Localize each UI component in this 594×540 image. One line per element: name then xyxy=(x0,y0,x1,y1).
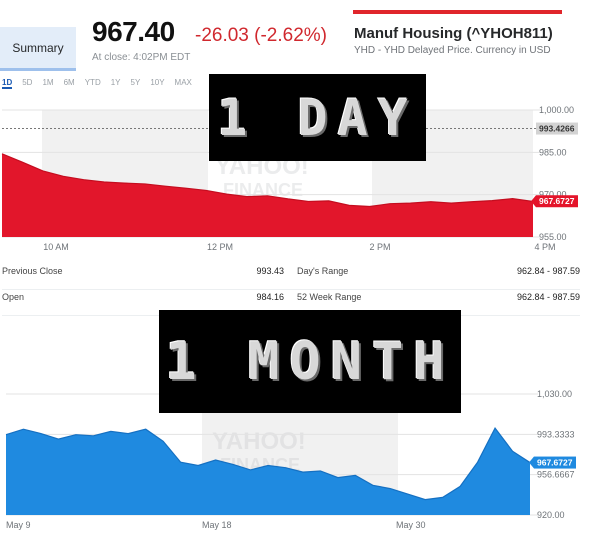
previous-close-value: 993.43 xyxy=(256,266,284,276)
range-tab-1m[interactable]: 1M xyxy=(42,78,54,87)
range-tabs: 1D 5D 1M 6M YTD 1Y 5Y 10Y MAX xyxy=(2,78,192,89)
x-tick-label: May 30 xyxy=(396,520,426,530)
range-tab-max[interactable]: MAX xyxy=(174,78,192,87)
y-tick-label: 970.00 xyxy=(539,190,567,200)
price-change: -26.03 (-2.62%) xyxy=(195,25,328,46)
month-chart: YAHOO!FINANCE1,030.00993.3333956.6667920… xyxy=(5,389,576,530)
ticker-subtitle: YHD - YHD Delayed Price. Currency in USD xyxy=(354,45,551,56)
previous-close-tag xyxy=(536,122,578,135)
range-tab-10y[interactable]: 10Y xyxy=(150,78,165,87)
previous-close-label: Previous Close xyxy=(2,266,63,276)
last-price-tag xyxy=(536,195,578,208)
close-time: At close: 4:02PM EDT xyxy=(92,52,191,63)
series-area xyxy=(6,428,530,515)
series-area xyxy=(2,153,533,237)
month-banner: 1 MONTH xyxy=(159,310,461,413)
last-price-tag-label: 967.6727 xyxy=(537,458,573,468)
x-tick-label: 12 PM xyxy=(207,242,233,252)
days-range-label: Day's Range xyxy=(297,266,349,276)
y-tick-label: 956.6667 xyxy=(537,470,575,480)
y-tick-label: 985.00 xyxy=(539,147,567,157)
x-tick-label: May 18 xyxy=(202,520,232,530)
range-tab-5d[interactable]: 5D xyxy=(22,78,33,87)
series-line xyxy=(5,426,531,501)
y-tick-label: 993.3333 xyxy=(537,429,575,439)
accent-bar xyxy=(353,10,562,14)
y-tick-label: 1,000.00 xyxy=(539,105,574,115)
day-banner: 1 DAY xyxy=(209,74,426,161)
range-tab-5y[interactable]: 5Y xyxy=(130,78,141,87)
week52-range-value: 962.84 - 987.59 xyxy=(516,292,580,302)
y-tick-label: 920.00 xyxy=(537,510,565,520)
days-range-value: 962.84 - 987.59 xyxy=(516,266,580,276)
x-tick-label: 10 AM xyxy=(43,242,69,252)
range-tab-6m[interactable]: 6M xyxy=(63,78,75,87)
last-price-tag xyxy=(534,456,576,469)
range-tab-ytd[interactable]: YTD xyxy=(84,78,101,87)
y-tick-label: 1,030.00 xyxy=(537,389,572,399)
x-tick-label: 4 PM xyxy=(534,242,555,252)
x-tick-label: May 9 xyxy=(6,520,31,530)
watermark-text: YAHOO! xyxy=(212,428,306,455)
tab-summary[interactable]: Summary xyxy=(0,27,76,71)
last-price-tag-arrow xyxy=(529,456,534,469)
week52-range-label: 52 Week Range xyxy=(297,292,362,302)
last-price-tag-label: 967.6727 xyxy=(539,196,575,206)
current-price: 967.40 xyxy=(92,16,175,47)
series-line xyxy=(1,153,534,208)
open-label: Open xyxy=(2,292,25,302)
open-value: 984.16 xyxy=(256,292,284,302)
range-tab-1y[interactable]: 1Y xyxy=(110,78,121,87)
ticker-name: Manuf Housing (^YHOH811) xyxy=(354,25,553,42)
range-tab-1d[interactable]: 1D xyxy=(2,78,13,89)
stat-row: Previous Close 993.43 Day's Range 962.84… xyxy=(2,264,580,290)
last-price-tag-arrow xyxy=(531,195,536,208)
x-tick-label: 2 PM xyxy=(369,242,390,252)
y-tick-label: 955.00 xyxy=(539,232,567,242)
stats-table: Previous Close 993.43 Day's Range 962.84… xyxy=(2,264,580,316)
previous-close-tag-label: 993.4266 xyxy=(539,124,575,134)
